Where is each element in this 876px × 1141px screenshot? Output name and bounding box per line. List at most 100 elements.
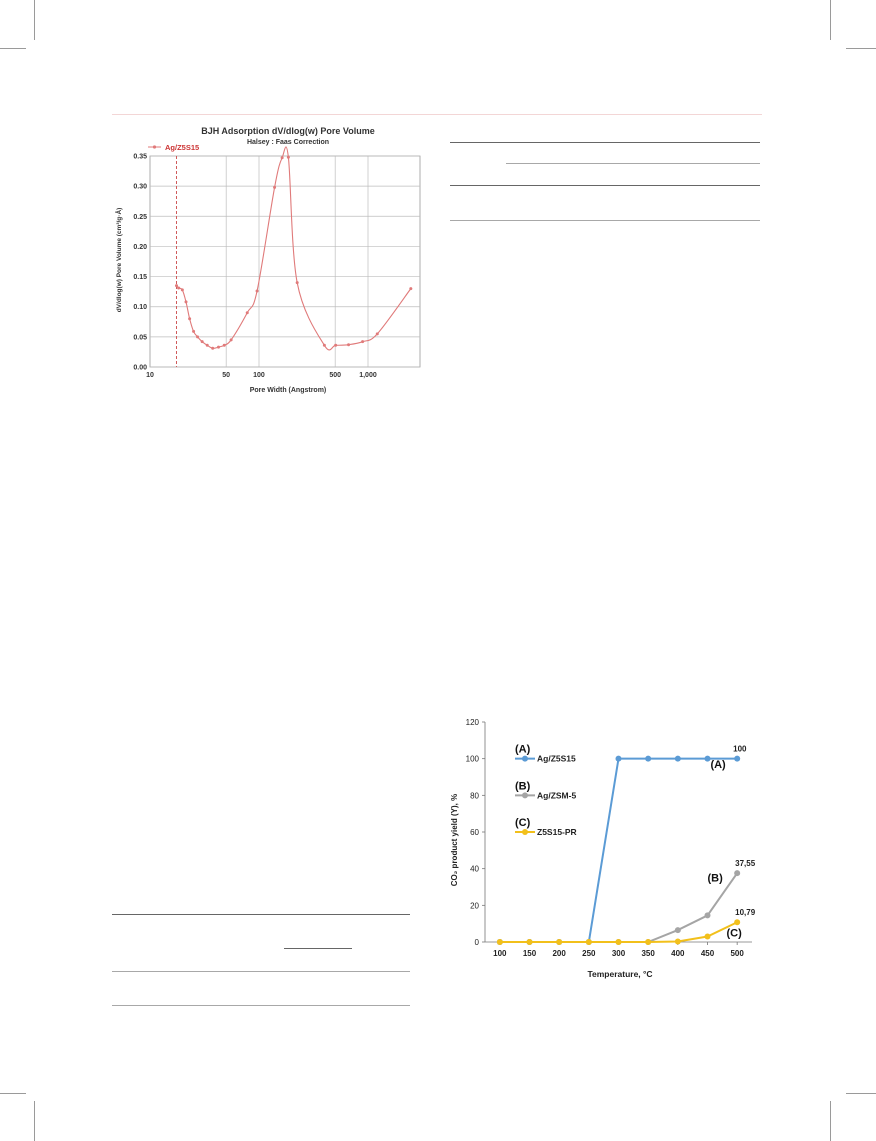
table-rule — [450, 142, 760, 144]
y-tick-label: 0.15 — [133, 274, 147, 281]
data-point — [645, 939, 652, 945]
table-rule — [450, 220, 760, 221]
y-tick-label: 100 — [466, 755, 480, 764]
x-tick-label: 200 — [552, 949, 566, 958]
data-point — [375, 332, 379, 336]
data-point — [704, 912, 711, 919]
data-point — [334, 343, 338, 347]
data-point — [674, 755, 681, 762]
data-point — [496, 939, 503, 945]
y-tick-label: 0.30 — [133, 184, 147, 191]
crop-mark — [830, 1101, 831, 1141]
data-point — [526, 939, 533, 945]
data-label: 100 — [733, 745, 747, 754]
data-point — [734, 919, 741, 926]
table-rule — [284, 948, 352, 950]
data-label: 37,55 — [735, 859, 756, 868]
y-tick-label: 80 — [470, 791, 479, 800]
data-point — [280, 156, 284, 160]
y-tick-label: 0.25 — [133, 214, 147, 221]
y-axis-label: dV/dlog(w) Pore Volume (cm³/g·Å) — [114, 208, 123, 313]
series-line-1 — [499, 872, 738, 943]
legend-swatch-marker — [522, 792, 528, 799]
data-point — [295, 281, 299, 285]
data-point — [216, 345, 220, 349]
x-tick-label: 450 — [701, 949, 715, 958]
y-tick-label: 120 — [466, 718, 480, 727]
crop-mark — [34, 0, 35, 40]
series — [174, 146, 413, 367]
axes: 0 20 40 60 80 100 120 100 150 200 250 300 350 400 450 5… — [466, 718, 752, 958]
x-tick-label: 400 — [671, 949, 685, 958]
data-label: 10,79 — [735, 908, 756, 917]
data-point — [704, 933, 711, 940]
table-rule — [506, 163, 760, 164]
data-point — [273, 185, 277, 189]
data-point — [188, 317, 192, 321]
data-point — [222, 343, 226, 347]
x-tick-label: 500 — [730, 949, 744, 958]
grid — [149, 155, 421, 368]
x-axis-label: Pore Width (Angstrom) — [250, 387, 327, 394]
table-rule — [112, 971, 410, 972]
data-point — [585, 939, 592, 945]
data-point — [322, 343, 326, 347]
x-tick-label: 50 — [222, 372, 230, 379]
y-tick-label: 60 — [470, 828, 479, 837]
data-point — [174, 284, 178, 288]
crop-mark — [0, 1093, 26, 1094]
y-tick-label: 0.10 — [133, 304, 147, 311]
curve-tag: (A) — [710, 759, 726, 771]
legend-tag: (C) — [515, 817, 531, 829]
data-point — [556, 939, 563, 945]
crop-mark — [846, 48, 876, 49]
y-tick-label: 0.35 — [133, 154, 147, 161]
y-tick-label: 40 — [470, 865, 479, 874]
data-point — [192, 329, 196, 333]
bjh-pore-volume-chart: BJH Adsorption dV/dlog(w) Pore Volume Ha… — [114, 126, 421, 394]
data-point — [255, 289, 259, 293]
plot-area — [149, 155, 421, 368]
legend-swatch-marker — [152, 145, 157, 149]
data-point — [184, 300, 188, 304]
legend-swatch-marker — [522, 829, 528, 835]
data-point — [674, 927, 681, 934]
x-tick-label: 100 — [253, 372, 265, 379]
x-axis-label: Temperature, °C — [587, 969, 652, 979]
data-point — [734, 755, 741, 762]
crop-mark — [34, 1101, 35, 1141]
legend: (A) Ag/Z5S15 (B) Ag/ZSM-5 (C) Z5S15-PR — [515, 744, 577, 837]
data-point — [615, 755, 622, 762]
x-tick-label: 500 — [329, 372, 341, 379]
header-rule — [112, 114, 762, 115]
data-point — [180, 288, 184, 292]
legend-swatch-marker — [522, 755, 528, 762]
legend-label: Z5S15-PR — [537, 827, 577, 837]
table-rule — [112, 914, 410, 916]
data-point — [409, 287, 413, 291]
x-tick-label: 150 — [523, 949, 537, 958]
data-point — [645, 755, 652, 762]
data-point — [347, 343, 351, 347]
series-line-0 — [499, 757, 738, 943]
crop-mark — [830, 0, 831, 40]
legend-tag: (A) — [515, 744, 531, 756]
crop-mark — [846, 1093, 876, 1094]
y-axis-label: CO₂ product yield (Y), % — [450, 794, 459, 886]
y-tick-label: 0.20 — [133, 244, 147, 251]
legend-tag: (B) — [515, 780, 531, 792]
curve-tag: (C) — [726, 928, 742, 940]
data-point — [734, 870, 741, 877]
series: 100 37,55 10,79 (A) (B) (C) — [496, 745, 756, 945]
y-tick-label: 0.00 — [133, 365, 147, 372]
data-point — [361, 340, 365, 344]
x-tick-label: 300 — [612, 949, 626, 958]
legend-label: Ag/Z5S15 — [165, 143, 199, 152]
y-tick-label: 0.05 — [133, 334, 147, 341]
table-rule — [450, 185, 760, 187]
data-point — [211, 346, 215, 350]
data-point — [704, 755, 711, 762]
table-rule — [112, 1005, 410, 1006]
curve-tag: (B) — [708, 873, 724, 885]
y-tick-label: 0 — [475, 938, 480, 947]
